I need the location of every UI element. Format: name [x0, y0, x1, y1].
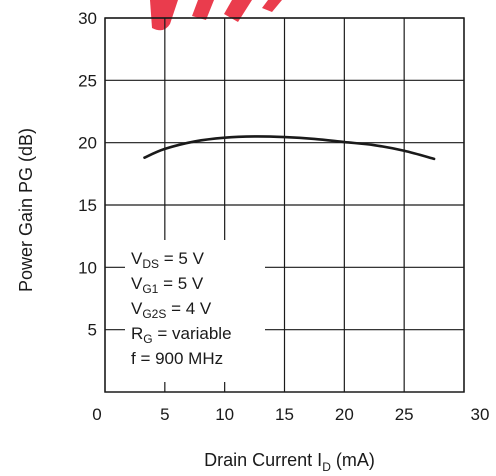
condition-line: VG2S = 4 V [131, 299, 212, 321]
condition-main: V [131, 249, 143, 268]
x-tick-label: 10 [215, 405, 234, 424]
x-tick-labels: 0 5 10 15 20 25 30 [92, 405, 489, 424]
condition-line: RG = variable [131, 324, 232, 346]
condition-value: = 5 V [159, 249, 205, 268]
x-tick-label: 30 [471, 405, 490, 424]
condition-value: = 4 V [166, 299, 212, 318]
plot-frame [104, 17, 465, 393]
power-gain-curve [143, 135, 436, 161]
x-tick-label: 0 [92, 405, 101, 424]
y-tick-label: 15 [78, 196, 97, 215]
conditions-box [125, 240, 265, 382]
condition-subscript: G1 [142, 282, 158, 296]
condition-main: R [131, 324, 143, 343]
x-tick-label: 25 [395, 405, 414, 424]
y-tick-label: 25 [78, 71, 97, 90]
condition-line: VDS = 5 V [131, 249, 205, 271]
y-tick-label: 30 [78, 9, 97, 28]
x-axis-label-unit: (mA) [331, 450, 375, 470]
condition-subscript: G [143, 332, 152, 346]
y-tick-label: 5 [88, 321, 97, 340]
condition-line: f = 900 MHz [131, 349, 223, 368]
y-axis-label: Power Gain PG (dB) [16, 128, 36, 292]
y-tick-labels: 5 10 15 20 25 30 [78, 9, 97, 340]
x-axis-label: Drain Current ID (mA) [204, 450, 375, 474]
x-tick-label: 15 [275, 405, 294, 424]
condition-main: V [131, 299, 143, 318]
condition-main: V [131, 274, 143, 293]
x-tick-label: 5 [160, 405, 169, 424]
condition-value: = 5 V [158, 274, 204, 293]
x-axis-label-subscript: D [322, 460, 331, 474]
x-tick-label: 20 [335, 405, 354, 424]
condition-subscript: G2S [142, 307, 166, 321]
y-tick-label: 20 [78, 134, 97, 153]
y-tick-label: 10 [78, 258, 97, 277]
watermark [150, 0, 282, 31]
condition-main: f = 900 MHz [131, 349, 223, 368]
x-axis-label-main: Drain Current I [204, 450, 322, 470]
condition-subscript: DS [142, 257, 159, 271]
condition-line: VG1 = 5 V [131, 274, 204, 296]
condition-value: = variable [153, 324, 232, 343]
